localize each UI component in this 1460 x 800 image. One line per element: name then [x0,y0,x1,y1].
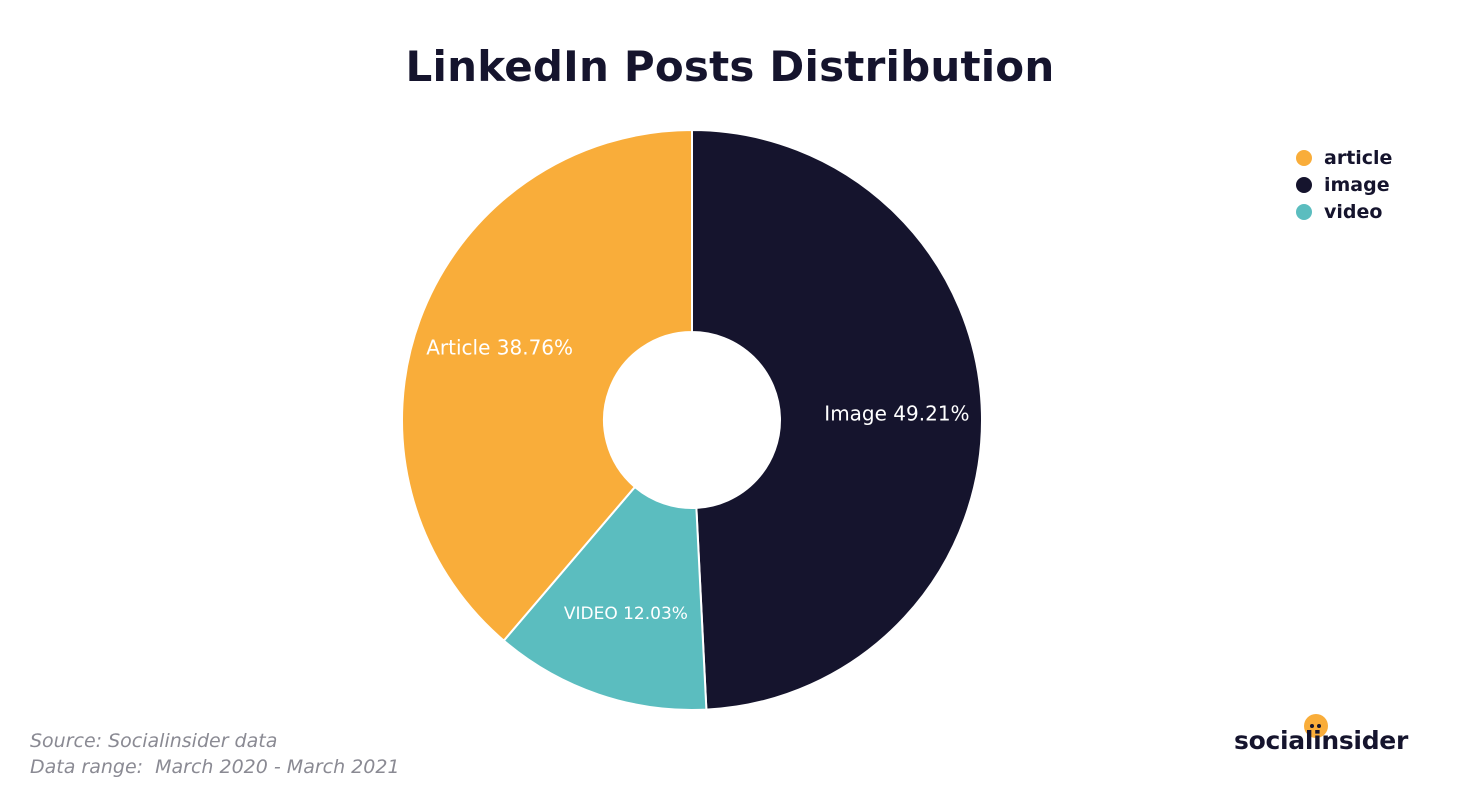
legend-label-article: article [1324,146,1393,169]
slice-article[interactable] [401,128,693,643]
legend-dot-video [1296,203,1312,220]
logo-mark-icon [1304,714,1328,738]
legend-dot-image [1296,176,1312,193]
data-range-note: Data range: March 2020 - March 2021 [30,756,400,778]
legend-label-video: video [1324,200,1383,223]
logo-text: socialinsider [1234,726,1408,755]
slice-image[interactable] [691,128,983,711]
legend-item-article[interactable]: article [1296,144,1392,171]
chart-title: LinkedIn Posts Distribution [405,42,1055,91]
slice-label-image: Image 49.21% [824,401,969,425]
legend-dot-article [1296,149,1312,166]
legend-item-video[interactable]: video [1296,198,1392,225]
socialinsider-logo: socialinsider [1234,712,1414,762]
slice-label-video: VIDEO 12.03% [564,604,688,624]
donut-slices [401,128,983,711]
slice-video[interactable] [502,485,708,711]
legend: article image video [1296,144,1392,225]
slice-labels: Image 49.21% VIDEO 12.03% Article 38.76% [426,336,969,624]
source-note: Source: Socialinsider data [30,730,278,752]
legend-label-image: image [1324,173,1390,196]
legend-item-image[interactable]: image [1296,171,1392,198]
chart-footer: Source: Socialinsider data Data range: M… [30,728,400,780]
slice-label-article: Article 38.76% [426,336,573,360]
